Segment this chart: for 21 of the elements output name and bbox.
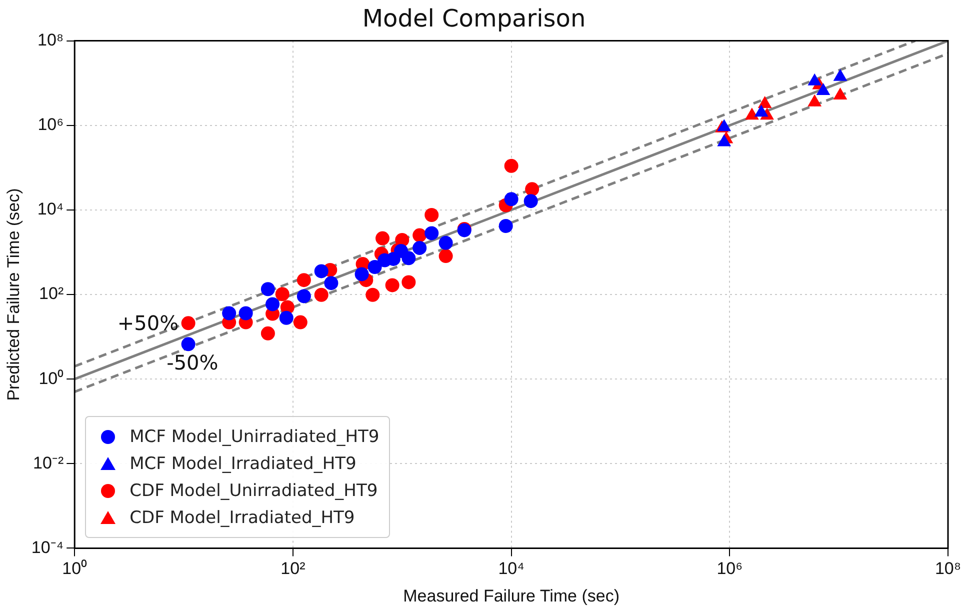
x-tick-label: 10⁰ [62, 559, 88, 578]
x-tick-label: 10⁸ [934, 559, 962, 578]
x-tick-label: 10² [280, 559, 306, 578]
annotation: +50% [117, 311, 179, 336]
y-tick-label: 10⁶ [38, 115, 64, 134]
y-axis-title: Predicted Failure Time (sec) [4, 188, 23, 401]
y-tick-label: 10⁸ [38, 30, 64, 50]
chart-title: Model Comparison [362, 4, 586, 33]
x-tick-label: 10⁶ [716, 559, 743, 578]
y-tick-label: 10⁰ [38, 368, 64, 388]
y-tick-label: 10⁻⁴ [31, 538, 64, 557]
y-tick-label: 10² [39, 284, 64, 304]
y-tick-label: 10⁴ [37, 200, 64, 219]
legend-label: CDF Model_Irradiated_HT9 [130, 508, 355, 528]
y-tick-label: 10⁻² [33, 453, 64, 472]
legend-label: CDF Model_Unirradiated_HT9 [130, 480, 378, 501]
x-axis-title: Measured Failure Time (sec) [403, 586, 620, 606]
legend-label: MCF Model_Unirradiated_HT9 [130, 426, 380, 447]
annotation: -50% [166, 350, 218, 374]
legend-label: MCF Model_Irradiated_HT9 [130, 454, 356, 474]
x-tick-label: 10⁴ [498, 559, 524, 578]
